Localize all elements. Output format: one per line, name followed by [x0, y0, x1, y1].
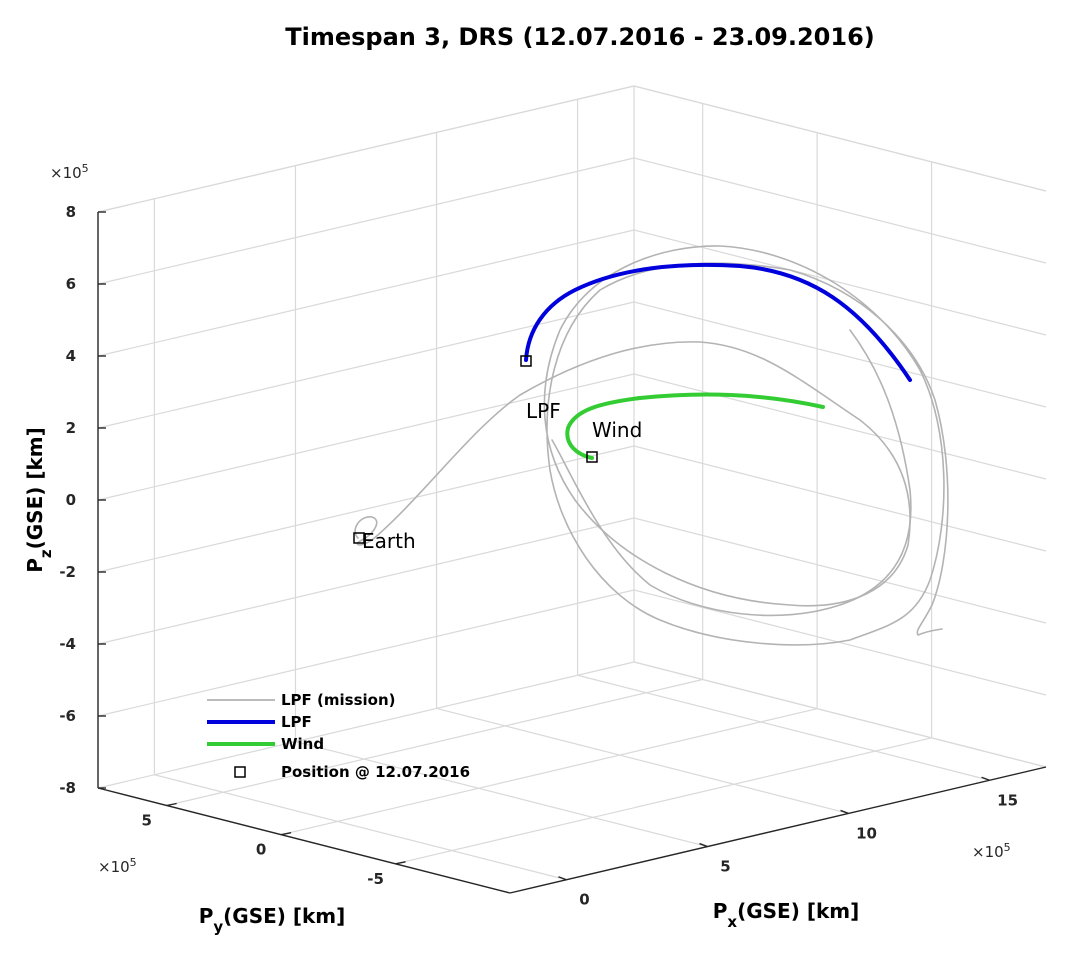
z-tick-label: 6 — [66, 275, 76, 293]
legend-label: Wind — [281, 735, 324, 753]
axes — [97, 211, 1047, 894]
legend-label: LPF — [281, 713, 312, 731]
trajectories — [354, 245, 949, 646]
grid-line — [280, 708, 818, 836]
legend-entry: Position @ 12.07.2016 — [234, 763, 470, 781]
grid-line — [295, 740, 708, 848]
grid-line — [577, 674, 990, 781]
y-tick-label: -5 — [367, 870, 384, 888]
series-line-lpf — [524, 262, 912, 382]
x-tick-mark — [840, 809, 849, 815]
grid-lines — [97, 85, 1047, 881]
z-axis-label: Pz(GSE) [km] — [23, 427, 55, 573]
z-tick-label: -2 — [59, 563, 76, 581]
grid-line — [395, 737, 932, 865]
y-tick-label: 5 — [141, 812, 151, 830]
z-tick-label: 8 — [66, 203, 76, 221]
grid-line — [633, 301, 1047, 408]
y-axis-multiplier: ×105 — [98, 856, 137, 877]
position-markers — [353, 355, 598, 544]
x-axis-multiplier: ×105 — [972, 841, 1011, 862]
x-tick-mark — [699, 842, 708, 848]
legend-label: Position @ 12.07.2016 — [281, 763, 470, 781]
x-tick-mark — [558, 876, 567, 881]
grid-line — [97, 229, 635, 357]
y-tick-mark — [280, 831, 292, 836]
grid-line — [97, 661, 635, 789]
position-marker — [520, 355, 532, 367]
grid-line — [166, 678, 703, 807]
grid-line — [97, 445, 635, 573]
z-axis-multiplier: ×105 — [50, 162, 89, 183]
grid-line — [633, 517, 1047, 624]
legend: LPF (mission) LPF Wind Position @ 12.07.201… — [207, 691, 470, 781]
legend-entry: LPF — [207, 713, 312, 731]
y-axis-line — [97, 787, 511, 894]
z-tick-label: -4 — [59, 635, 76, 653]
grid-line — [97, 157, 635, 285]
x-tick-label: 5 — [720, 858, 730, 876]
legend-marker-square — [234, 766, 246, 778]
grid-line — [154, 774, 567, 881]
grid-line — [633, 373, 1047, 480]
x-tick-mark — [981, 776, 990, 781]
z-tick-label: 4 — [66, 347, 76, 365]
grid-line — [97, 85, 635, 213]
annotation-earth: Earth — [362, 529, 416, 553]
grid-line — [633, 229, 1047, 336]
annotation-lpf-start: LPF — [526, 399, 561, 423]
z-tick-label: 2 — [66, 419, 76, 437]
tick-labels: 0 5 10 15 5 0 -5 8 6 4 2 0 -2 -4 -6 -8 — [59, 203, 1018, 909]
series-line-wind — [565, 392, 825, 460]
x-tick-label: 10 — [856, 824, 877, 842]
z-tick-label: -6 — [59, 707, 76, 725]
position-marker — [586, 451, 598, 463]
grid-line — [97, 373, 635, 501]
y-tick-label: 0 — [256, 841, 266, 859]
legend-label: LPF (mission) — [281, 691, 396, 709]
y-tick-mark — [395, 861, 406, 865]
x-tick-label: 15 — [997, 791, 1018, 809]
grid-line — [97, 517, 635, 645]
z-tick-label: 0 — [66, 491, 76, 509]
grid-line — [633, 85, 1047, 192]
grid-line — [97, 589, 635, 717]
grid-line — [97, 301, 635, 429]
position-marker — [353, 532, 365, 544]
z-tick-label: -8 — [59, 779, 76, 797]
y-axis-label: Py(GSE) [km] — [199, 904, 346, 936]
series-line-lpf-mission — [354, 245, 949, 646]
annotations: Earth LPF Wind — [362, 399, 642, 553]
grid-line — [633, 157, 1047, 264]
annotation-wind-start: Wind — [592, 418, 642, 442]
grid-line — [633, 445, 1047, 552]
x-axis-label: Px(GSE) [km] — [713, 899, 860, 931]
x-tick-label: 0 — [579, 891, 589, 909]
x-axis-line — [509, 766, 1047, 894]
series-line-lpf-mission — [551, 329, 912, 617]
grid-line — [436, 707, 849, 815]
y-tick-mark — [166, 802, 177, 807]
chart-title: Timespan 3, DRS (12.07.2016 - 23.09.2016… — [285, 23, 874, 51]
legend-entry: Wind — [207, 735, 324, 753]
grid-line — [633, 661, 1047, 768]
legend-entry: LPF (mission) — [207, 691, 396, 709]
